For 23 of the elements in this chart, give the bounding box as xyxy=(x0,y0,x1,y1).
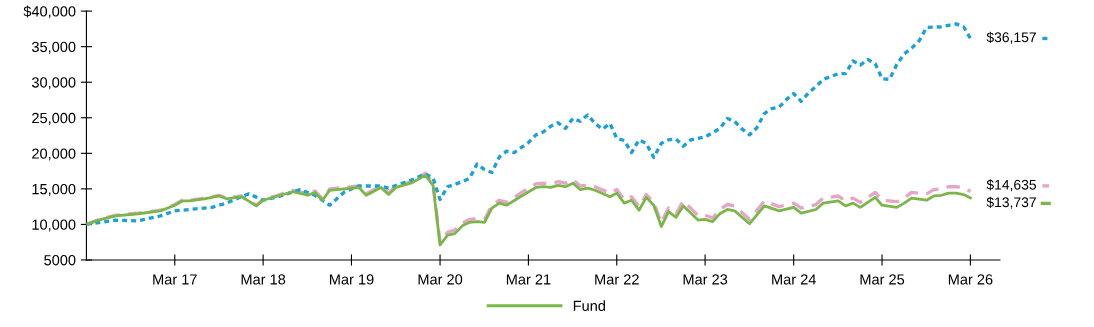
line-series xyxy=(86,22,973,227)
y-tick-label: 25,000 xyxy=(32,112,76,125)
annotation: $13,737 xyxy=(986,196,1036,209)
x-tick-label: Mar 18 xyxy=(241,274,286,285)
x-tick-label: Mar 20 xyxy=(418,274,463,285)
x-tick-label: Mar 17 xyxy=(153,274,197,285)
x-tick-label: Mar 21 xyxy=(506,274,551,285)
x-tick-label: Mar 23 xyxy=(683,274,728,285)
y-tick-label: $40,000 xyxy=(23,5,76,19)
y-tick-label: 20,000 xyxy=(32,148,76,161)
y-tick-label: 15,000 xyxy=(32,183,76,197)
x-tick-label: Mar 25 xyxy=(860,274,905,285)
x-tick-label: Mar 22 xyxy=(595,274,639,285)
annotation: $36,157 xyxy=(986,31,1036,44)
text: Fund xyxy=(573,300,605,311)
x-tick-label: Mar 19 xyxy=(329,274,374,285)
y-tick-label: 10,000 xyxy=(32,219,76,232)
y-tick-label: 30,000 xyxy=(31,77,76,90)
y-tick-label: 5000 xyxy=(44,255,76,266)
annotation: $14,635 xyxy=(986,179,1037,192)
x-tick-label: Mar 26 xyxy=(948,274,993,285)
x-tick-label: Mar 24 xyxy=(772,274,816,285)
y-tick-label: 35,000 xyxy=(31,41,76,54)
